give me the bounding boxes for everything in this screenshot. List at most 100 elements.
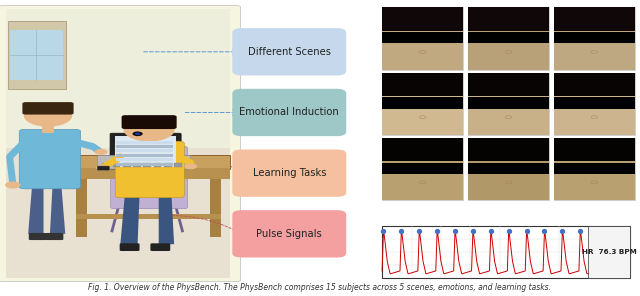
Bar	[382, 161, 463, 200]
Bar	[382, 31, 463, 70]
Circle shape	[419, 181, 426, 184]
Bar	[554, 73, 635, 96]
FancyBboxPatch shape	[22, 102, 74, 115]
Polygon shape	[120, 195, 140, 244]
Bar	[468, 32, 549, 44]
Bar	[116, 154, 173, 157]
Bar	[76, 214, 221, 219]
FancyBboxPatch shape	[232, 210, 346, 258]
Bar	[113, 163, 120, 167]
Bar	[6, 148, 230, 278]
FancyBboxPatch shape	[97, 166, 109, 170]
Bar	[74, 168, 230, 179]
Bar	[143, 138, 155, 144]
Bar	[382, 97, 463, 109]
Bar	[174, 163, 182, 167]
FancyBboxPatch shape	[111, 147, 188, 173]
Circle shape	[135, 133, 140, 135]
Circle shape	[505, 51, 512, 54]
Bar	[468, 7, 549, 31]
Bar	[382, 73, 463, 135]
Bar	[154, 163, 161, 167]
FancyBboxPatch shape	[110, 133, 181, 169]
Circle shape	[591, 181, 598, 184]
Bar	[382, 32, 463, 44]
Circle shape	[419, 116, 426, 119]
Bar	[382, 226, 630, 278]
Polygon shape	[28, 186, 44, 234]
Bar	[382, 138, 463, 161]
Bar	[74, 155, 230, 169]
Bar	[133, 163, 141, 167]
Bar	[10, 30, 63, 80]
Bar	[468, 161, 549, 200]
Circle shape	[505, 181, 512, 184]
Bar	[468, 73, 549, 96]
FancyBboxPatch shape	[97, 155, 191, 169]
FancyBboxPatch shape	[111, 167, 188, 209]
Bar	[468, 7, 549, 70]
Bar	[554, 7, 635, 70]
Bar	[468, 138, 549, 161]
Polygon shape	[50, 186, 65, 234]
Circle shape	[132, 131, 143, 136]
Text: Learning Tasks: Learning Tasks	[253, 168, 326, 178]
Bar	[468, 163, 549, 174]
FancyBboxPatch shape	[150, 243, 170, 251]
Bar	[554, 97, 635, 109]
Bar	[468, 96, 549, 135]
Bar	[116, 163, 173, 166]
FancyBboxPatch shape	[232, 28, 346, 75]
Bar	[554, 138, 635, 161]
Bar	[6, 9, 230, 148]
Bar	[468, 138, 549, 200]
Bar	[554, 31, 635, 70]
Bar	[102, 163, 110, 167]
FancyBboxPatch shape	[232, 89, 346, 136]
Circle shape	[419, 51, 426, 54]
Bar	[123, 163, 131, 167]
FancyBboxPatch shape	[120, 243, 140, 251]
Circle shape	[184, 163, 197, 169]
Text: Different Scenes: Different Scenes	[248, 47, 331, 57]
Bar	[164, 163, 172, 167]
Circle shape	[5, 181, 20, 189]
Bar	[143, 163, 151, 167]
Bar	[468, 31, 549, 70]
FancyBboxPatch shape	[45, 233, 63, 240]
Bar	[382, 7, 463, 70]
Bar	[382, 138, 463, 200]
Bar	[382, 163, 463, 174]
Bar	[382, 96, 463, 135]
FancyBboxPatch shape	[0, 6, 241, 281]
Bar	[133, 168, 142, 175]
Bar	[554, 7, 635, 31]
Bar	[554, 161, 635, 200]
Bar	[554, 96, 635, 135]
Bar	[554, 73, 635, 135]
Bar	[468, 73, 549, 135]
Circle shape	[24, 104, 72, 127]
Bar	[382, 73, 463, 96]
Circle shape	[505, 116, 512, 119]
FancyBboxPatch shape	[122, 115, 177, 129]
Circle shape	[591, 51, 598, 54]
FancyBboxPatch shape	[19, 129, 81, 189]
Bar	[554, 138, 635, 200]
Circle shape	[591, 116, 598, 119]
Bar	[127, 173, 148, 176]
Polygon shape	[159, 195, 174, 244]
Bar	[554, 32, 635, 44]
Bar	[116, 141, 173, 144]
Text: Pulse Signals: Pulse Signals	[257, 229, 322, 239]
Circle shape	[124, 118, 175, 141]
Text: Fig. 1. Overview of the PhysBench. The PhysBench comprises 15 subjects across 5 : Fig. 1. Overview of the PhysBench. The P…	[88, 284, 552, 292]
Bar	[8, 21, 66, 89]
Text: HR  76.3 BPM: HR 76.3 BPM	[582, 249, 637, 255]
Circle shape	[95, 149, 108, 155]
Bar	[210, 168, 221, 237]
Bar	[468, 97, 549, 109]
FancyBboxPatch shape	[115, 141, 184, 198]
Text: Emotional Induction: Emotional Induction	[239, 107, 339, 118]
Circle shape	[96, 165, 109, 171]
